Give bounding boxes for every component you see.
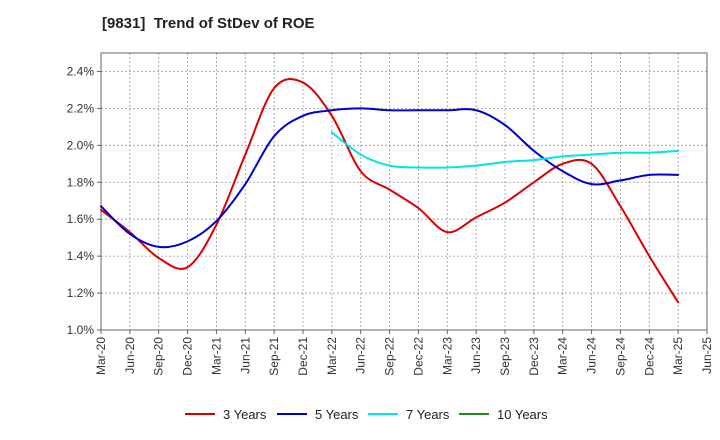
x-tick-label: Mar-23 [440, 337, 454, 375]
x-tick-label: Jun-24 [585, 337, 599, 374]
x-tick-label: Mar-25 [671, 337, 685, 375]
axes: 1.0% 1.2% 1.4% 1.6% 1.8% 2.0% 2.2% 2.4% Mar-20 Ju… [67, 52, 714, 376]
x-tick-label: Mar-24 [556, 337, 570, 375]
series-lines [100, 78, 680, 304]
x-tick-label: Jun-25 [700, 337, 714, 374]
x-tick-label: Dec-23 [527, 337, 541, 376]
y-tick-label: 2.2% [67, 101, 95, 115]
series-line-5-years [100, 107, 680, 249]
y-tick-label: 1.8% [67, 175, 95, 189]
legend-label-5-years: 5 Years [315, 407, 359, 422]
legend: 3 Years 5 Years 7 Years 10 Years [185, 407, 548, 422]
x-tick-label: Sep-21 [267, 337, 281, 376]
x-tick-label: Sep-20 [152, 337, 166, 376]
y-tick-label: 2.4% [67, 64, 95, 78]
series-line-7-years [330, 131, 680, 169]
y-tick-label: 1.6% [67, 212, 95, 226]
x-tick-label: Jun-23 [469, 337, 483, 374]
x-tick-label: Sep-22 [383, 337, 397, 376]
x-tick-label: Dec-22 [411, 337, 425, 376]
legend-label-3-years: 3 Years [223, 407, 267, 422]
x-tick-label: Jun-22 [354, 337, 368, 374]
plot-background [101, 53, 707, 330]
legend-label-7-years: 7 Years [406, 407, 450, 422]
x-tick-label: Mar-20 [94, 337, 108, 375]
x-tick-label: Dec-24 [642, 337, 656, 376]
legend-label-10-years: 10 Years [497, 407, 548, 422]
y-tick-label: 2.0% [67, 138, 95, 152]
y-tick-label: 1.0% [67, 323, 95, 337]
x-tick-label: Dec-21 [296, 337, 310, 376]
y-tick-label: 1.4% [67, 249, 95, 263]
x-tick-label: Mar-22 [325, 337, 339, 375]
plot-frame [100, 52, 708, 331]
x-tick-label: Dec-20 [181, 337, 195, 376]
x-tick-label: Mar-21 [209, 337, 223, 375]
x-tick-label: Jun-21 [238, 337, 252, 374]
chart-title: [9831] Trend of StDev of ROE [102, 15, 315, 32]
x-tick-label: Sep-23 [498, 337, 512, 376]
y-tick-label: 1.2% [67, 286, 95, 300]
x-tick-label: Sep-24 [613, 337, 627, 376]
x-tick-label: Jun-20 [123, 337, 137, 374]
series-line-3-years [100, 78, 680, 304]
plot-area [101, 53, 707, 330]
